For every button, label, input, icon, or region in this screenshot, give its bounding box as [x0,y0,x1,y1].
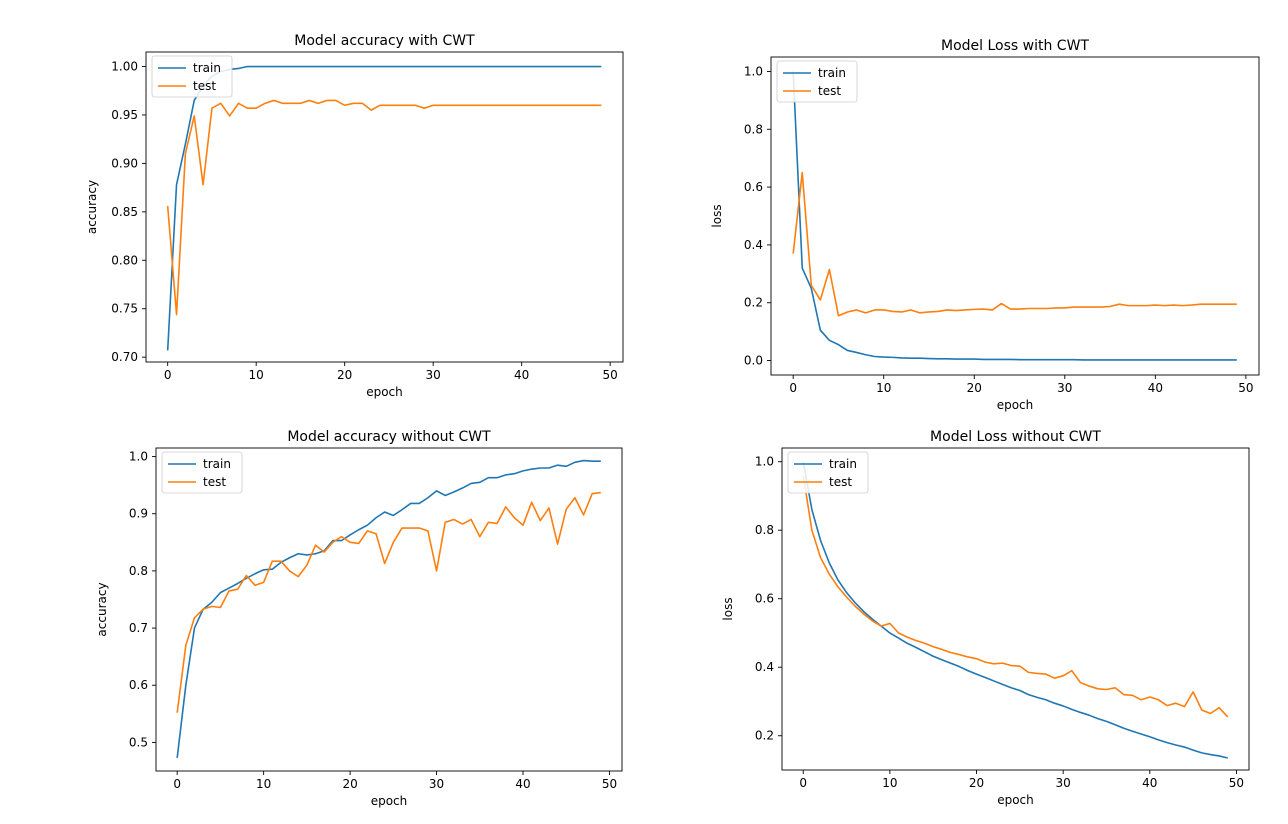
legend-label-test: test [818,84,841,98]
x-tick-label: 40 [1148,381,1163,395]
legend-label-train: train [203,457,231,471]
y-tick-label: 0.8 [129,564,148,578]
chart-accuracy-with-cwt: Model accuracy with CWT 0 10 20 30 40 50 0.70 0.… [85,33,624,399]
legend-label-test: test [829,475,852,489]
y-axis-label: loss [721,597,735,620]
y-tick-label: 0.9 [129,507,148,521]
axes-frame [145,51,624,363]
x-tick-label: 20 [967,381,982,395]
legend-label-test: test [203,475,226,489]
y-tick-label: 1.0 [755,455,774,469]
y-tick-label: 0.70 [111,350,138,364]
y-tick-label: 1.00 [111,60,138,74]
x-tick-label: 0 [173,777,181,791]
y-axis-label: accuracy [95,582,109,636]
chart-accuracy-without-cwt: Model accuracy without CWT 0 10 20 30 40 50 0.5… [95,429,623,808]
legend-label-test: test [193,79,216,93]
chart-title: Model Loss without CWT [930,429,1101,445]
y-tick-label: 0.6 [755,592,774,606]
series-line-test [166,99,602,316]
x-tick-label: 40 [515,777,530,791]
y-tick-label: 0.95 [111,108,138,122]
x-tick-label: 0 [789,381,797,395]
legend-label-train: train [193,61,221,75]
y-tick-label: 0.4 [744,238,763,252]
x-tick-label: 10 [876,381,891,395]
y-tick-label: 0.8 [744,122,763,136]
y-tick-label: 0.80 [111,253,138,267]
axes-frame [770,56,1260,376]
chart-title: Model Loss with CWT [941,38,1089,54]
y-tick-label: 1.0 [129,450,148,464]
legend-label-train: train [829,457,857,471]
y-tick-label: 0.85 [111,205,138,219]
axes-frame [155,447,623,772]
y-tick-label: 0.6 [744,180,763,194]
legend: train test [151,55,233,98]
x-tick-label: 20 [342,777,357,791]
x-tick-label: 30 [1057,381,1072,395]
x-tick-label: 10 [882,776,897,790]
x-axis-label: epoch [366,385,403,399]
x-tick-label: 30 [426,368,441,382]
series-line-train [792,71,1237,361]
y-axis-label: accuracy [85,180,99,234]
y-tick-label: 0.8 [755,523,774,537]
y-tick-label: 0.7 [129,621,148,635]
x-tick-label: 0 [799,776,807,790]
legend: train test [776,60,858,103]
chart-title: Model accuracy without CWT [287,429,491,445]
legend: train test [787,451,869,494]
series-line-train [802,461,1228,759]
chart-loss-with-cwt: Model Loss with CWT 0 10 20 30 40 50 0.0 0.2 0.4 0… [710,38,1260,412]
series-line-test [792,171,1237,317]
x-tick-label: 30 [429,777,444,791]
x-tick-label: 40 [1142,776,1157,790]
x-tick-label: 10 [249,368,264,382]
y-tick-label: 0.2 [744,296,763,310]
x-tick-label: 20 [969,776,984,790]
x-axis-label: epoch [997,793,1034,807]
x-tick-label: 40 [514,368,529,382]
x-tick-label: 50 [603,368,618,382]
legend: train test [161,451,243,494]
x-tick-label: 50 [602,777,617,791]
series-line-train [166,65,602,351]
y-tick-label: 0.5 [129,735,148,749]
y-axis-label: loss [710,204,724,227]
x-axis-label: epoch [997,398,1034,412]
series-line-test [176,491,601,713]
y-tick-label: 0.90 [111,156,138,170]
chart-title: Model accuracy with CWT [294,33,475,49]
x-tick-label: 10 [256,777,271,791]
y-tick-label: 0.6 [129,678,148,692]
x-tick-label: 30 [1056,776,1071,790]
x-tick-label: 20 [337,368,352,382]
y-tick-label: 0.2 [755,729,774,743]
axes-frame [781,447,1250,771]
x-tick-label: 0 [164,368,172,382]
y-tick-label: 1.0 [744,64,763,78]
chart-loss-without-cwt: Model Loss without CWT 0 10 20 30 40 50 0.2 0.4 0… [721,429,1250,807]
y-tick-label: 0.0 [744,354,763,368]
y-tick-label: 0.4 [755,660,774,674]
y-tick-label: 0.75 [111,302,138,316]
legend-label-train: train [818,66,846,80]
x-tick-label: 50 [1229,776,1244,790]
series-line-test [802,475,1229,718]
x-axis-label: epoch [371,794,408,808]
x-tick-label: 50 [1238,381,1253,395]
